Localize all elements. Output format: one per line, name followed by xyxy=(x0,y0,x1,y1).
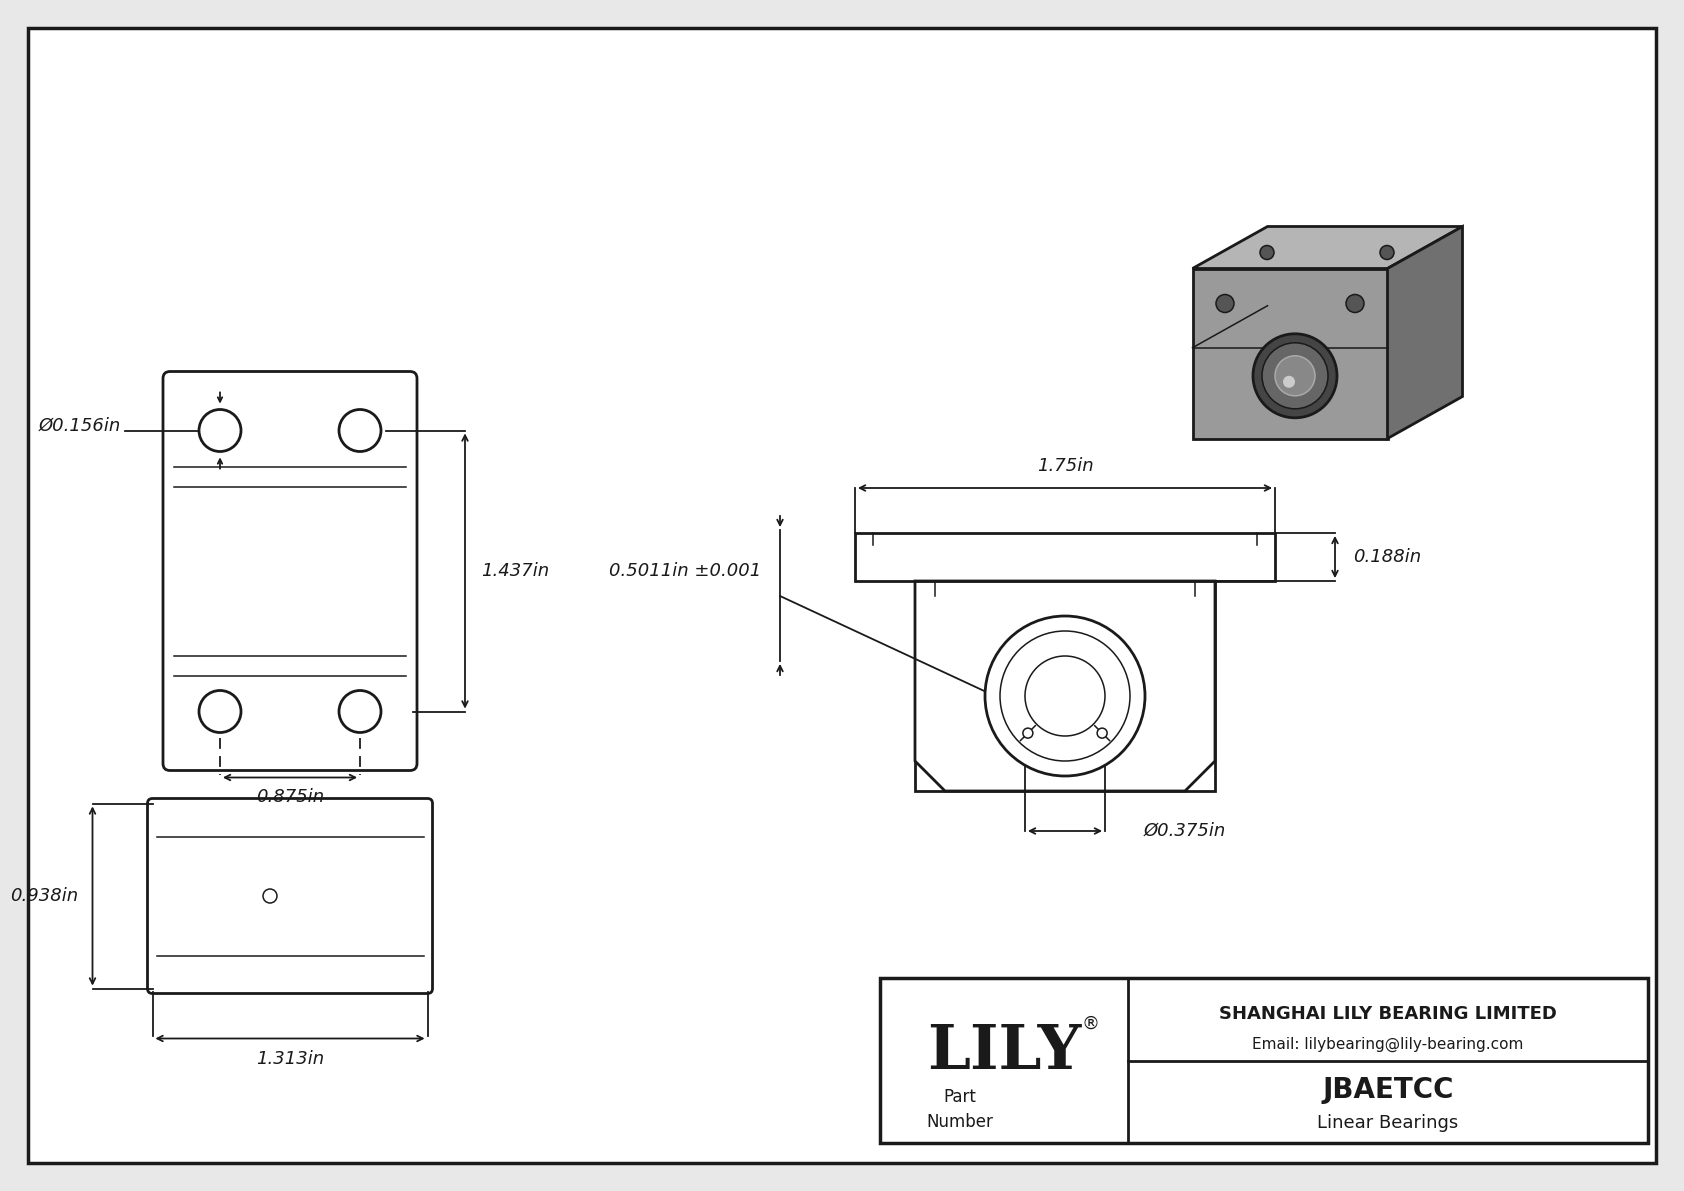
Circle shape xyxy=(1216,294,1234,312)
Bar xyxy=(881,978,1649,1143)
Text: Part: Part xyxy=(943,1087,977,1105)
FancyBboxPatch shape xyxy=(163,372,418,771)
Text: Ø0.156in: Ø0.156in xyxy=(39,417,121,435)
Circle shape xyxy=(338,410,381,451)
Text: 1.313in: 1.313in xyxy=(256,1049,323,1067)
Circle shape xyxy=(1346,294,1364,312)
Circle shape xyxy=(1379,245,1394,260)
Bar xyxy=(914,581,1214,791)
Circle shape xyxy=(263,888,276,903)
Text: 0.875in: 0.875in xyxy=(256,788,323,806)
Text: Email: lilybearing@lily-bearing.com: Email: lilybearing@lily-bearing.com xyxy=(1253,1036,1524,1052)
Text: 0.938in: 0.938in xyxy=(10,887,79,905)
Text: LILY: LILY xyxy=(926,1022,1081,1083)
Circle shape xyxy=(1283,376,1295,388)
Circle shape xyxy=(1261,343,1329,409)
Text: SHANGHAI LILY BEARING LIMITED: SHANGHAI LILY BEARING LIMITED xyxy=(1219,1005,1558,1023)
Text: 0.5011in ±0.001: 0.5011in ±0.001 xyxy=(610,562,761,580)
Circle shape xyxy=(1000,631,1130,761)
Text: Ø0.375in: Ø0.375in xyxy=(1143,822,1226,840)
Polygon shape xyxy=(1192,268,1388,438)
Circle shape xyxy=(1253,333,1337,418)
Text: ®: ® xyxy=(1081,1015,1100,1034)
Circle shape xyxy=(338,691,381,732)
FancyBboxPatch shape xyxy=(148,798,433,993)
Circle shape xyxy=(985,616,1145,777)
Polygon shape xyxy=(1388,226,1462,438)
Text: JBAETCC: JBAETCC xyxy=(1322,1077,1453,1104)
Circle shape xyxy=(1022,728,1032,738)
Circle shape xyxy=(1026,656,1105,736)
Text: 1.75in: 1.75in xyxy=(1037,457,1093,475)
Polygon shape xyxy=(914,581,1214,791)
Text: Number: Number xyxy=(926,1112,994,1130)
Text: Linear Bearings: Linear Bearings xyxy=(1317,1115,1458,1133)
Circle shape xyxy=(199,410,241,451)
Bar xyxy=(855,534,1275,581)
Polygon shape xyxy=(1192,226,1462,268)
Circle shape xyxy=(199,691,241,732)
Circle shape xyxy=(1096,728,1106,738)
Circle shape xyxy=(1260,245,1275,260)
Circle shape xyxy=(1275,356,1315,395)
Text: 1.437in: 1.437in xyxy=(482,562,549,580)
Text: 0.188in: 0.188in xyxy=(1352,548,1421,566)
